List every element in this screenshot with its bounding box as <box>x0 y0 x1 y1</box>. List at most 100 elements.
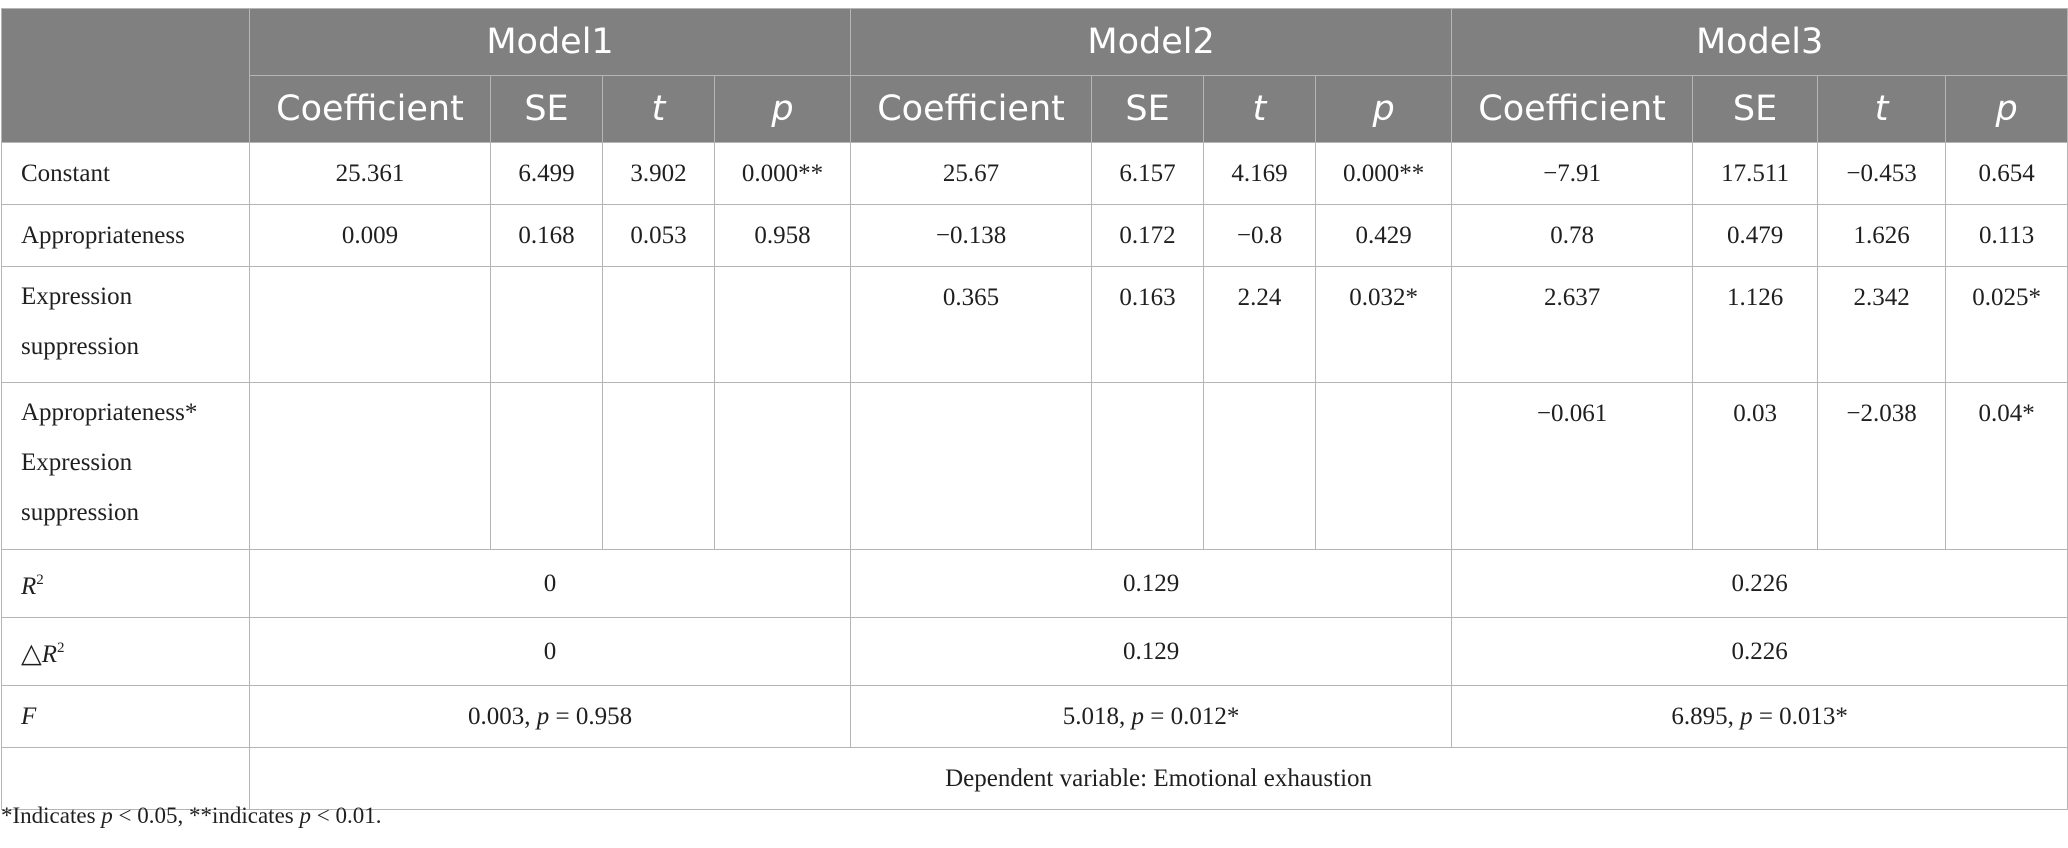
col-t: t <box>1817 75 1947 143</box>
f-model1: 0.003, p = 0.958 <box>248 685 852 748</box>
r2-symbol: R <box>21 573 37 600</box>
r2-model1: 0 <box>248 549 852 618</box>
r2-sup: 2 <box>36 572 44 588</box>
column-header-row: Coefficient SE t p Coefficient SE t p Co… <box>2 75 2068 143</box>
table-cell <box>850 382 1093 550</box>
table-cell <box>1203 382 1317 550</box>
table-cell: 17.511 <box>1692 142 1819 205</box>
table-cell: 0.032* <box>1315 266 1453 383</box>
delta-r2-label: △R2 <box>1 617 250 686</box>
table-cell <box>249 382 491 550</box>
empty-label-cell <box>1 747 250 810</box>
table-row: Appropriateness* Expression suppression −0… <box>1 382 2068 550</box>
model-header-row: Model1 Model2 Model3 <box>1 8 2068 143</box>
p-symbol: p <box>1740 702 1753 730</box>
table-cell: 2.637 <box>1451 266 1694 383</box>
table-cell <box>1091 382 1205 550</box>
delta-r2-model1: 0 <box>248 617 852 686</box>
table-cell: 0.654 <box>1945 142 2068 205</box>
table-cell: 1.126 <box>1692 266 1819 383</box>
table-cell: 6.157 <box>1091 142 1205 205</box>
table-cell: −7.91 <box>1451 142 1694 205</box>
col-coefficient: Coefficient <box>1451 75 1694 143</box>
row-label-line: Appropriateness* <box>21 399 198 426</box>
table-cell <box>249 266 491 383</box>
table-cell: 0.113 <box>1945 204 2068 267</box>
p-symbol: p <box>1131 702 1145 730</box>
r2-label: R2 <box>1 549 250 618</box>
table-cell: 25.67 <box>850 142 1093 205</box>
col-t: t <box>602 75 715 143</box>
table-cell: −0.061 <box>1451 382 1694 550</box>
table-cell: 0.009 <box>249 204 491 267</box>
p-value: = 0.013* <box>1752 702 1848 730</box>
table-cell: 0.000** <box>1315 142 1453 205</box>
p-symbol: p <box>536 702 550 730</box>
note-part: *Indicates <box>1 803 102 828</box>
table-cell: −0.8 <box>1203 204 1317 267</box>
f-stat: 5.018, <box>1062 702 1126 730</box>
table-cell: 0.958 <box>713 204 852 267</box>
note-p-symbol: p <box>101 803 113 828</box>
row-label-line: Expression <box>21 283 133 310</box>
table-cell: 6.499 <box>490 142 603 205</box>
p-value: = 0.958 <box>549 702 633 730</box>
table-cell: 1.626 <box>1817 204 1947 267</box>
row-label: Constant <box>1 142 250 205</box>
f-model3: 6.895, p = 0.013* <box>1451 685 2068 748</box>
table-cell <box>713 266 852 383</box>
col-se: SE <box>1692 75 1819 143</box>
row-label: Appropriateness <box>1 204 250 267</box>
table-cell: 0.04* <box>1945 382 2068 550</box>
f-row: F 0.003, p = 0.958 5.018, p = 0.012* 6.8… <box>1 685 2068 748</box>
table-cell: 0.03 <box>1692 382 1819 550</box>
model2-header: Model2 <box>850 8 1453 76</box>
col-coefficient: Coefficient <box>850 75 1093 143</box>
table-cell: 0.429 <box>1315 204 1453 267</box>
r2-model2: 0.129 <box>850 549 1453 618</box>
col-p: p <box>713 75 852 143</box>
table-cell: 4.169 <box>1203 142 1317 205</box>
table-cell: 0.172 <box>1091 204 1205 267</box>
note-part: < 0.01. <box>310 803 382 828</box>
col-se: SE <box>490 75 603 143</box>
table-cell <box>1315 382 1453 550</box>
table-footnote: *Indicates p < 0.05, **indicates p < 0.0… <box>1 803 381 829</box>
delta-r2-model3: 0.226 <box>1451 617 2068 686</box>
table-cell: 0.163 <box>1091 266 1205 383</box>
f-label: F <box>1 685 250 748</box>
table-cell: 0.479 <box>1692 204 1819 267</box>
table-cell: 0.000** <box>713 142 852 205</box>
row-label: Appropriateness* Expression suppression <box>1 382 250 550</box>
table-cell <box>602 266 715 383</box>
delta-icon: △ <box>21 638 42 668</box>
table-row: Constant 25.361 6.499 3.902 0.000** 25.6… <box>1 142 2068 205</box>
col-t: t <box>1203 75 1317 143</box>
table-row: Appropriateness 0.009 0.168 0.053 0.958 … <box>1 204 2068 267</box>
f-stat: 0.003, <box>467 702 531 730</box>
dependent-variable: Dependent variable: Emotional exhaustion <box>248 747 2068 810</box>
col-coefficient: Coefficient <box>249 75 491 143</box>
col-p: p <box>1315 75 1453 143</box>
row-label: Expression suppression <box>1 266 250 383</box>
table-cell: 25.361 <box>249 142 491 205</box>
regression-table: Model1 Model2 Model3 Coefficient SE t p … <box>1 8 2068 810</box>
model3-header: Model3 <box>1451 8 2068 76</box>
p-value: = 0.012* <box>1144 702 1240 730</box>
note-part: < 0.05, **indicates <box>112 803 300 828</box>
corner-cell <box>1 8 250 143</box>
row-label-line: suppression <box>21 499 140 526</box>
row-label-line: suppression <box>21 333 140 360</box>
table-cell: 0.025* <box>1945 266 2068 383</box>
table-row: Expression suppression 0.365 0.163 2.24 0… <box>1 266 2068 383</box>
delta-r2-model2: 0.129 <box>850 617 1453 686</box>
table-cell: 0.168 <box>490 204 603 267</box>
row-label-line: Expression <box>21 449 133 476</box>
r2-row: R2 0 0.129 0.226 <box>1 549 2068 618</box>
table-cell: 0.78 <box>1451 204 1694 267</box>
r2-model3: 0.226 <box>1451 549 2068 618</box>
f-model2: 5.018, p = 0.012* <box>850 685 1453 748</box>
table-cell: 2.24 <box>1203 266 1317 383</box>
table-cell: 0.365 <box>850 266 1093 383</box>
table-cell: −0.138 <box>850 204 1093 267</box>
